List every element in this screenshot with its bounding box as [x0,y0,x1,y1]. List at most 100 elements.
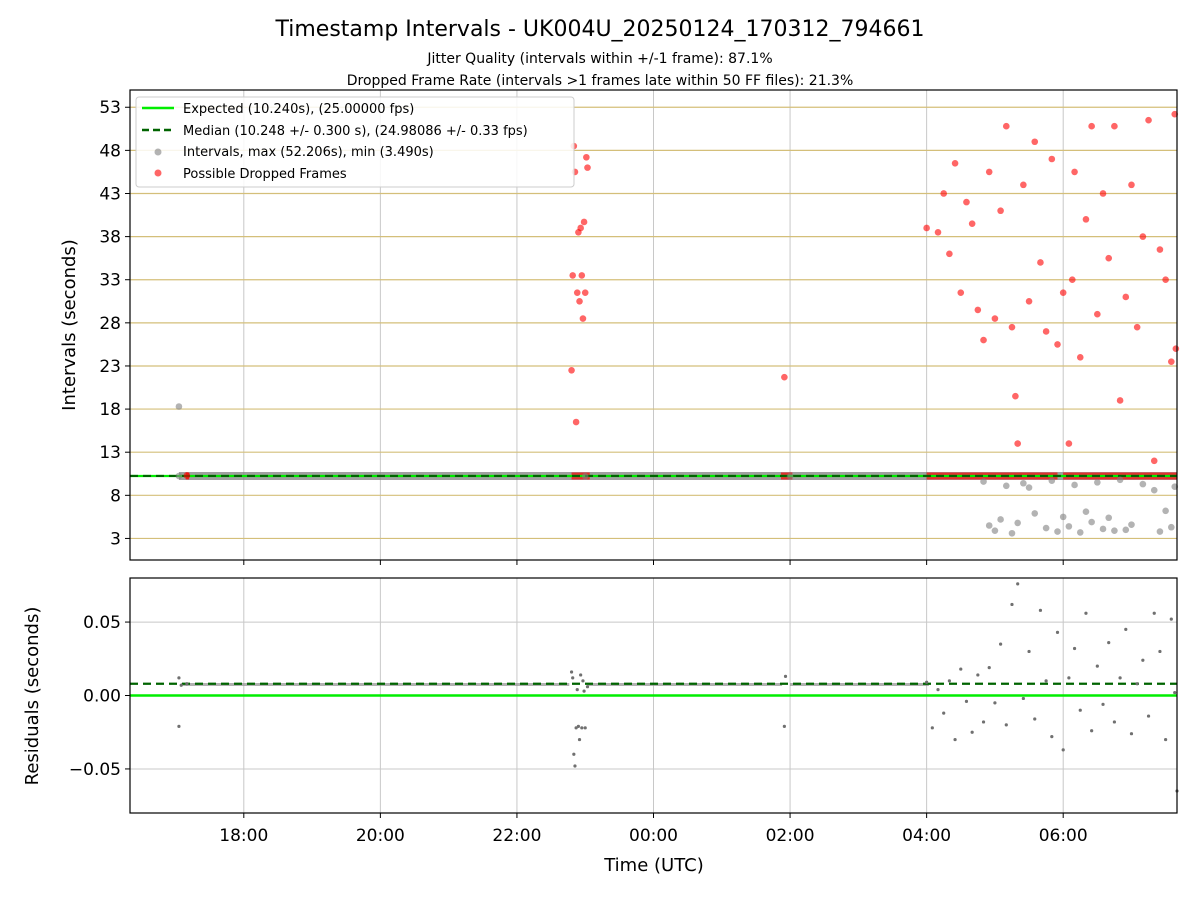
dropped-frame-point [1122,293,1130,301]
intervals-y-tick-label: 18 [99,400,121,420]
interval-point [1042,524,1050,532]
residual-point [1164,737,1168,742]
interval-point [1122,526,1130,534]
residual-point [1129,732,1134,736]
interval-point [985,522,993,529]
residual-point [936,688,940,692]
interval-point [786,473,794,480]
residual-point [179,683,183,687]
residual-point [942,711,946,715]
residual-point [1044,679,1048,683]
interval-point [1150,486,1158,494]
interval-point [1128,521,1135,528]
x-tick-label: 02:00 [766,826,815,846]
dropped-frame-point [1111,122,1118,130]
residual-point [1135,682,1139,686]
interval-point [1082,508,1090,516]
dropped-frame-point [980,336,987,344]
residual-point [1050,735,1054,739]
interval-point [1071,481,1078,489]
chart-title: Timestamp Intervals - UK004U_20250124_17… [275,17,925,42]
residual-point [573,764,577,768]
dropped-frame-point [1094,310,1101,318]
dropped-frame-point [1020,181,1027,189]
dropped-frame-point [1168,358,1175,365]
residual-point [1004,723,1008,727]
residual-point [177,724,181,728]
dropped-frame-point [578,272,586,279]
residuals-y-axis-label: Residuals (seconds) [22,607,43,786]
interval-point [1111,527,1118,534]
interval-point [991,527,999,534]
dropped-frame-point [1008,323,1016,331]
dropped-frame-point [1139,233,1147,240]
legend: Expected (10.240s), (25.00000 fps) Media… [135,96,575,188]
dropped-frame-point [579,315,587,322]
dropped-frame-point [1037,259,1044,266]
dropped-frame-point [573,289,581,296]
residual-point [1084,611,1088,615]
residuals-points [177,582,1179,793]
residual-point [576,724,580,728]
dropped-frame-point [940,190,948,197]
interval-point [1025,484,1033,491]
residual-point [1021,696,1025,701]
dropped-frame-point [934,228,942,236]
dropped-frame-point [957,289,965,296]
legend-dropped-label: Possible Dropped Frames [183,167,347,182]
residuals-x-ticks: 18:00 20:00 22:00 00:00 02:00 04:00 06:00 [219,813,1088,846]
intervals-points [175,110,1180,537]
legend-expected-label: Expected (10.240s), (25.00000 fps) [183,102,414,117]
interval-point [1139,480,1147,488]
dropped-frame-point [1048,155,1056,163]
interval-point [1094,479,1101,486]
dropped-frame-point [974,306,982,314]
residual-point [782,724,786,728]
residual-point [959,667,963,671]
dropped-frame-point [568,366,575,374]
intervals-y-tick-label: 13 [99,443,121,463]
intervals-y-tick-label: 23 [99,357,121,377]
dropped-frame-point [1065,440,1073,447]
dropped-frame-point [1071,168,1078,176]
residual-point [185,682,189,686]
interval-point [1059,513,1067,521]
dropped-frame-point [576,297,583,305]
interval-point [1171,483,1179,490]
dropped-frame-point [1156,246,1164,253]
dropped-frame-point [1088,122,1095,130]
residual-point [1158,649,1162,654]
dropped-frame-point [580,218,588,226]
intervals-y-tick-label: 43 [99,184,121,204]
dropped-frame-point [581,289,589,296]
chart-subtitle-dropped: Dropped Frame Rate (intervals >1 frames … [347,73,854,89]
residual-point [572,752,576,756]
dropped-frame-point [572,418,580,426]
residual-point [1027,649,1031,654]
residuals-y-tick-label: 0.05 [83,613,121,633]
x-tick-label: 06:00 [1039,826,1088,846]
interval-point [980,478,987,485]
interval-point [1168,523,1175,531]
dropped-frame-point [569,272,576,279]
residual-point [953,737,957,742]
residual-point [1090,729,1094,733]
x-tick-label: 18:00 [219,826,268,846]
dropped-frame-point [1133,323,1141,331]
residual-point [579,673,583,677]
residual-point [582,689,586,693]
interval-point [1065,523,1073,530]
dropped-frame-point [1054,341,1061,348]
interval-point [1054,528,1061,535]
residual-point [1124,627,1128,632]
dropped-frame-point [1012,392,1019,400]
residual-point [569,670,574,674]
x-tick-label: 22:00 [492,826,541,846]
interval-point [1020,479,1027,487]
residual-point [571,676,575,680]
residual-point [1038,608,1043,612]
dropped-frame-point [1014,440,1021,447]
dropped-frame-point [968,220,976,227]
interval-point [581,473,589,480]
